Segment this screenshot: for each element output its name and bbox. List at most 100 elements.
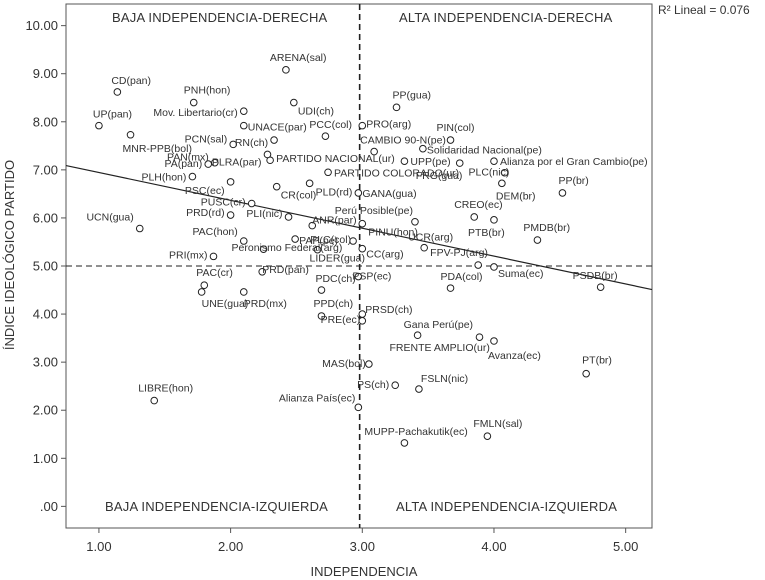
point-label: LIDER(gua) [310,253,365,265]
point-label: ARENA(sal) [270,52,327,64]
data-point [313,245,322,254]
data-point [358,244,367,253]
data-point [226,178,235,186]
point-label: PS(ch) [357,379,389,391]
data-point [358,310,367,318]
data-point [282,66,290,74]
point-label: Avanza(ec) [488,350,541,362]
point-label: PRO(arg) [366,119,411,131]
data-point [354,189,363,197]
x-tick-label: 3.00 [350,539,375,554]
data-point [150,396,159,405]
x-tick-label: 1.00 [86,539,111,554]
point-label: PCC(col) [309,119,352,131]
point-label: PCN(sal) [185,133,228,145]
data-point [272,182,281,191]
data-point [500,168,509,177]
data-point [446,136,455,144]
point-label: DEM(br) [496,190,536,202]
data-point [239,107,248,116]
point-label: PRD(rd) [186,207,225,219]
data-point [317,312,326,320]
data-point [239,237,248,245]
point-label: PAN(mx) [167,152,209,164]
data-point [247,199,256,208]
data-point [239,288,248,296]
point-label: PSC(ec) [185,185,225,197]
y-tick-label: 1.00 [33,451,58,466]
data-point [188,172,197,181]
point-label: UP(pan) [93,109,132,121]
quadrant-label-top-right: ALTA INDEPENDENCIA-DERECHA [399,10,613,25]
data-point [113,88,122,96]
data-point [317,286,326,294]
y-tick-label: 10.00 [25,18,58,33]
data-point [365,360,373,368]
data-point [470,213,479,221]
point-label: PAP(pe) [299,235,338,247]
data-point [558,189,567,197]
data-point [200,281,209,290]
r2-label: R² Lineal = 0.076 [658,3,750,17]
data-point [498,179,506,188]
data-point [324,168,332,177]
data-point [400,439,409,447]
data-point [596,283,605,291]
point-label: PLI(nic) [246,208,282,220]
data-point [455,159,464,167]
y-tick-label: 7.00 [33,162,58,177]
data-point [308,221,317,230]
point-label: PLD(rd) [316,186,353,198]
point-label: LIBRE(hon) [138,383,193,395]
x-tick-label: 5.00 [613,539,638,554]
data-point [209,252,218,261]
point-label: PRSD(ch) [365,304,412,316]
point-label: PSDB(br) [573,270,618,282]
data-point [490,157,498,165]
point-label: PAC(cr) [196,267,233,279]
data-point [413,331,422,340]
point-label: CR(col) [281,190,317,202]
point-label: PDA(col) [441,271,483,283]
point-label: PP(gua) [393,89,432,101]
point-label: PRD(pan) [262,264,309,276]
y-tick-label: 5.00 [33,259,58,274]
point-label: PRI(mx) [169,249,208,261]
point-label: PRE(ec) [321,314,361,326]
point-label: UDI(ch) [298,106,334,118]
data-point [490,337,498,345]
data-point [475,333,484,341]
x-tick-label: 4.00 [481,539,506,554]
data-point [229,140,238,149]
data-point [239,121,248,130]
point-label: PARTIDO COLORADO(ur) [334,167,459,179]
point-label: CD(pan) [111,75,151,87]
data-point [490,263,498,271]
data-points [95,66,605,447]
point-label: FSLN(nic) [421,373,468,385]
data-point [354,403,363,412]
point-label: CREO(ec) [454,199,502,211]
data-point [392,103,401,112]
data-point [270,136,278,144]
point-label: Alianza por el Gran Cambio(pe) [500,156,648,168]
point-label: PMDB(br) [523,222,570,234]
data-point [259,245,268,253]
y-tick-label: 4.00 [33,307,58,322]
point-label: PNH(hon) [184,85,231,97]
quadrant-label-bottom-left: BAJA INDEPENDENCIA-IZQUIERDA [105,499,328,514]
point-label: PLRA(par) [212,156,262,168]
point-labels: CD(pan) UP(pan) MNR-PPB(bol) PNH(hon) Mov. L… [86,52,647,438]
point-label: MAS(bol) [322,358,366,370]
data-point [126,130,135,139]
data-point [354,272,363,281]
data-point [321,132,330,141]
data-point [263,150,272,159]
point-label: RN(ch) [235,137,268,149]
point-label: FRENTE AMPLIO(ur) [389,342,489,354]
data-point [258,267,267,276]
point-label: PLH(hon) [141,172,186,184]
point-label: MNR-PPB(bol) [123,143,192,155]
y-tick-label: 6.00 [33,210,58,225]
